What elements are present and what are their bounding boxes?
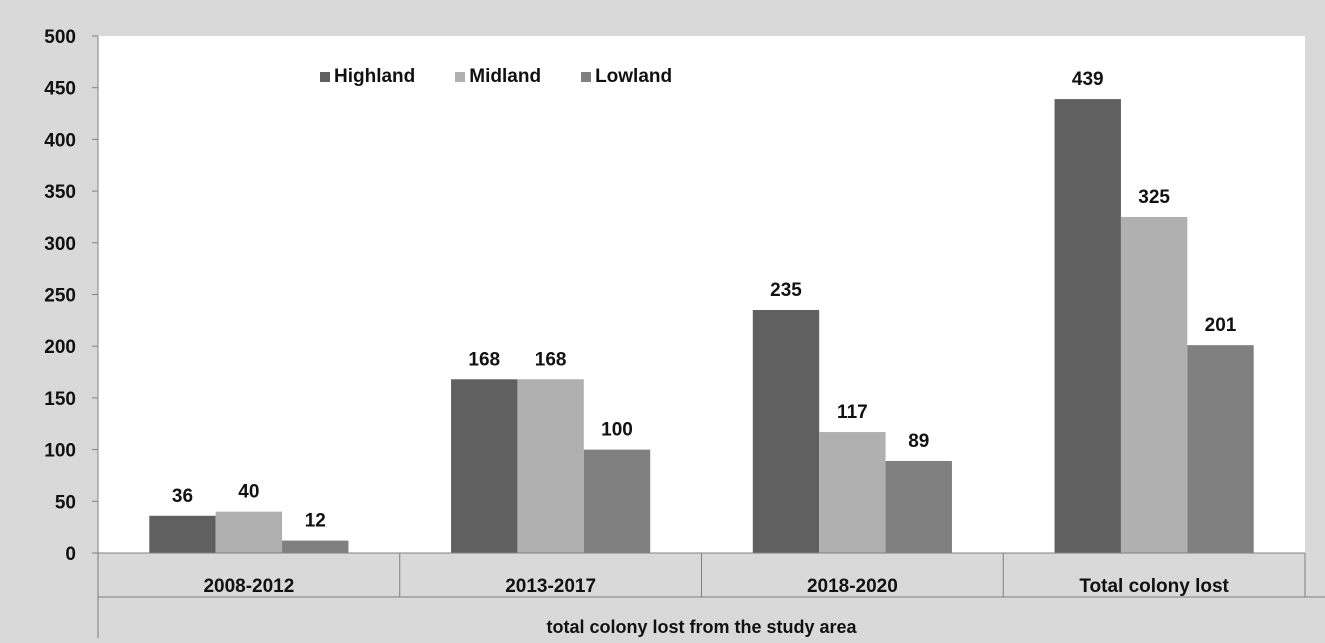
x-tick-label: 2018-2020	[807, 576, 898, 597]
legend-swatch-lowland	[581, 72, 592, 82]
bar	[1054, 99, 1121, 553]
legend-swatch-highland	[320, 72, 330, 82]
bar	[583, 449, 651, 553]
legend-item-lowland: Lowland	[581, 66, 672, 88]
data-label: 235	[770, 280, 802, 301]
data-label: 89	[908, 431, 929, 452]
data-label: 12	[305, 511, 326, 532]
bar	[215, 511, 283, 553]
bar	[149, 515, 216, 553]
legend-label: Lowland	[595, 66, 673, 87]
y-tick-label: 350	[44, 182, 76, 203]
y-tick-label: 250	[44, 286, 76, 307]
data-label: 40	[238, 482, 259, 503]
data-label: 36	[172, 486, 193, 507]
legend: Highland Midland Lowland	[320, 66, 672, 88]
legend-swatch-midland	[455, 72, 466, 82]
data-label: 201	[1205, 315, 1237, 336]
bar	[885, 460, 952, 553]
y-tick-label: 450	[44, 79, 76, 100]
y-tick-label: 100	[44, 441, 76, 462]
bar	[517, 379, 584, 553]
bar	[1120, 216, 1188, 553]
y-tick-label: 0	[65, 544, 76, 565]
legend-item-highland: Highland	[320, 66, 415, 88]
y-tick-label: 150	[44, 389, 76, 410]
x-tick-label: 2008-2012	[203, 576, 294, 597]
y-tick-label: 400	[44, 130, 76, 151]
legend-label: Highland	[334, 66, 416, 87]
x-group-label: total colony lost from the study area	[546, 617, 857, 637]
legend-label: Midland	[469, 66, 542, 87]
y-tick-label: 300	[44, 234, 76, 255]
y-tick-label: 50	[55, 492, 76, 513]
y-tick-label: 500	[44, 27, 76, 48]
bar	[1187, 345, 1254, 553]
x-tick-label: 2013-2017	[505, 576, 596, 597]
legend-item-midland: Midland	[455, 66, 541, 88]
bar	[752, 310, 820, 553]
x-tick-label: Total colony lost	[1079, 576, 1229, 597]
bar	[282, 540, 349, 553]
bar	[451, 379, 518, 553]
data-label: 439	[1072, 69, 1104, 90]
data-label: 325	[1138, 187, 1170, 208]
data-label: 168	[535, 349, 567, 370]
y-tick-label: 200	[44, 337, 76, 358]
y-axis: 0 50 100 150 200 250 300 350 400 450 500	[44, 27, 99, 638]
data-label: 168	[468, 349, 500, 370]
data-label: 100	[601, 420, 633, 441]
bars: 36 40 12 168 168 100 235 117 89 439 325 201	[149, 69, 1254, 553]
data-label: 117	[837, 402, 868, 423]
x-axis: 2008-2012 2013-2017 2018-2020 Total colony …	[98, 552, 1325, 637]
bar	[819, 432, 886, 553]
